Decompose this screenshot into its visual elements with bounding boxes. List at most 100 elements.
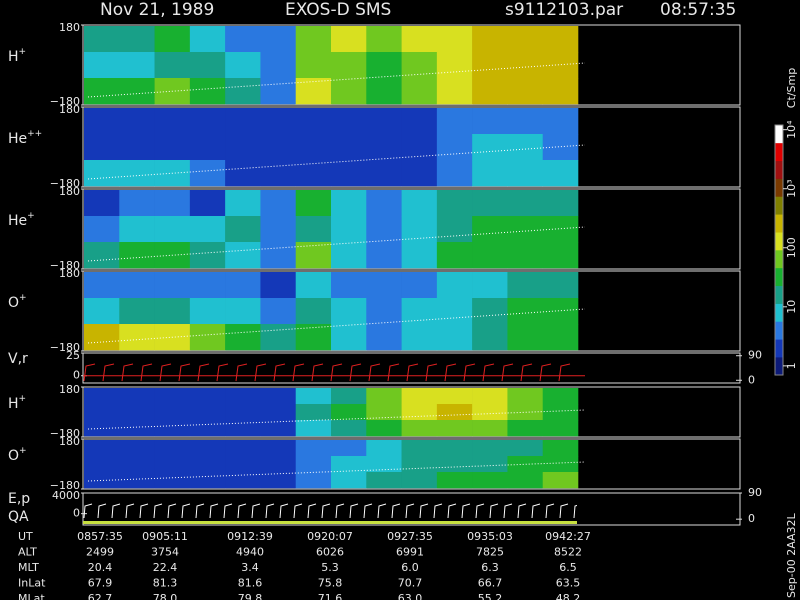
heatmap-cell: [436, 388, 473, 405]
heatmap-cell: [154, 52, 191, 79]
trace-line: [87, 62, 586, 98]
y-tick-label: −180: [50, 341, 80, 354]
heatmap-cell: [436, 216, 473, 243]
heatmap-cell: [84, 456, 120, 473]
heatmap-cell: [401, 472, 438, 489]
colorbar-tick-label: 10⁴: [785, 120, 798, 139]
trace: [83, 493, 577, 525]
colorbar-swatch: [775, 160, 783, 179]
colorbar-tick-label: 100: [785, 237, 798, 258]
heatmap-cell: [84, 472, 120, 489]
heatmap-cell: [507, 420, 544, 437]
y-tick-label: −180: [50, 427, 80, 440]
heatmap-cell: [542, 242, 579, 269]
heatmap-cell: [154, 440, 191, 457]
heatmap-cell: [295, 160, 332, 187]
heatmap-cell: [436, 440, 473, 457]
heatmap-cell: [295, 190, 332, 217]
heatmap-cell: [119, 404, 155, 421]
heatmap-cell: [507, 160, 544, 187]
heatmap-cell: [295, 440, 332, 457]
heatmap-cell: [154, 134, 191, 161]
heatmap-cell: [472, 78, 508, 105]
heatmap-cell: [260, 456, 297, 473]
heatmap-cell: [366, 420, 402, 437]
heatmap-cell: [401, 78, 438, 105]
heatmap-cell: [295, 26, 332, 53]
heatmap-cell: [295, 324, 332, 351]
heatmap-cell: [472, 272, 508, 299]
y-tick-label: 180: [59, 435, 80, 448]
heatmap-cell: [331, 472, 367, 489]
heatmap-cell: [295, 78, 332, 105]
table-cell: 55.2: [478, 592, 503, 600]
heatmap-cell: [472, 160, 508, 187]
heatmap-cell: [507, 26, 544, 53]
colorbar-swatch: [775, 142, 783, 162]
y-tick-label: 180: [59, 103, 80, 116]
title-file: s9112103.par: [505, 0, 623, 20]
table-cell: 7825: [476, 546, 504, 559]
heatmap-cell: [331, 78, 367, 105]
heatmap-cell: [189, 78, 226, 105]
heatmap-cell: [119, 272, 155, 299]
heatmap-cell: [84, 216, 120, 243]
table-cell: 66.7: [478, 577, 503, 590]
heatmap-cell: [225, 420, 261, 437]
heatmap-cell: [331, 216, 367, 243]
colorbar-swatch: [775, 250, 783, 269]
heatmap-cell: [542, 404, 579, 421]
heatmap-cell: [260, 52, 297, 79]
colorbar-tick-label: 10³: [785, 180, 798, 198]
heatmap-cell: [119, 160, 155, 187]
colorbar-frame: [774, 124, 784, 376]
heatmap-cell: [119, 108, 155, 135]
heatmap-cell: [119, 440, 155, 457]
heatmap-cell: [472, 216, 508, 243]
charge: +: [19, 394, 27, 404]
heatmap-cell: [436, 272, 473, 299]
heatmap-cell: [84, 134, 120, 161]
heatmap-cell: [225, 272, 261, 299]
heatmap-cell: [189, 272, 226, 299]
trace-line: [87, 144, 586, 180]
heatmap-cell: [154, 472, 191, 489]
heatmap-cell: [154, 216, 191, 243]
panel-label: He++: [8, 129, 42, 148]
heatmap-cell: [366, 456, 402, 473]
heatmap-cell: [366, 78, 402, 105]
heatmap-cell: [225, 52, 261, 79]
heatmap-cell: [401, 456, 438, 473]
heatmap-cell: [436, 160, 473, 187]
heatmap-cell: [507, 404, 544, 421]
heatmap-cell: [401, 420, 438, 437]
heatmap-cell: [154, 456, 191, 473]
heatmap-cell: [331, 456, 367, 473]
heatmap-cell: [119, 26, 155, 53]
charge: ++: [27, 129, 42, 139]
heatmap-cell: [366, 404, 402, 421]
heatmap-cell: [436, 324, 473, 351]
heatmap-cell: [472, 134, 508, 161]
table-row-label: ALT: [18, 546, 37, 559]
heatmap-cell: [401, 108, 438, 135]
heatmap-cell: [366, 440, 402, 457]
table-cell: 63.0: [398, 592, 423, 600]
heatmap-cell: [472, 440, 508, 457]
heatmap-cell: [84, 324, 120, 351]
colorbar-swatch: [775, 303, 783, 322]
heatmap-cell: [366, 472, 402, 489]
table-cell: 67.9: [88, 577, 113, 590]
heatmap-cell: [366, 52, 402, 79]
y-tick-label: 180: [59, 21, 80, 34]
heatmap-cell: [225, 242, 261, 269]
heatmap-cell: [507, 388, 544, 405]
y-tick-label: 4000: [52, 489, 80, 502]
heatmap-cell: [84, 420, 120, 437]
table-cell: 63.5: [556, 577, 581, 590]
heatmap-cell: [507, 272, 544, 299]
heatmap-cell: [119, 78, 155, 105]
heatmap-cell: [401, 324, 438, 351]
y-tick-label: 180: [59, 185, 80, 198]
